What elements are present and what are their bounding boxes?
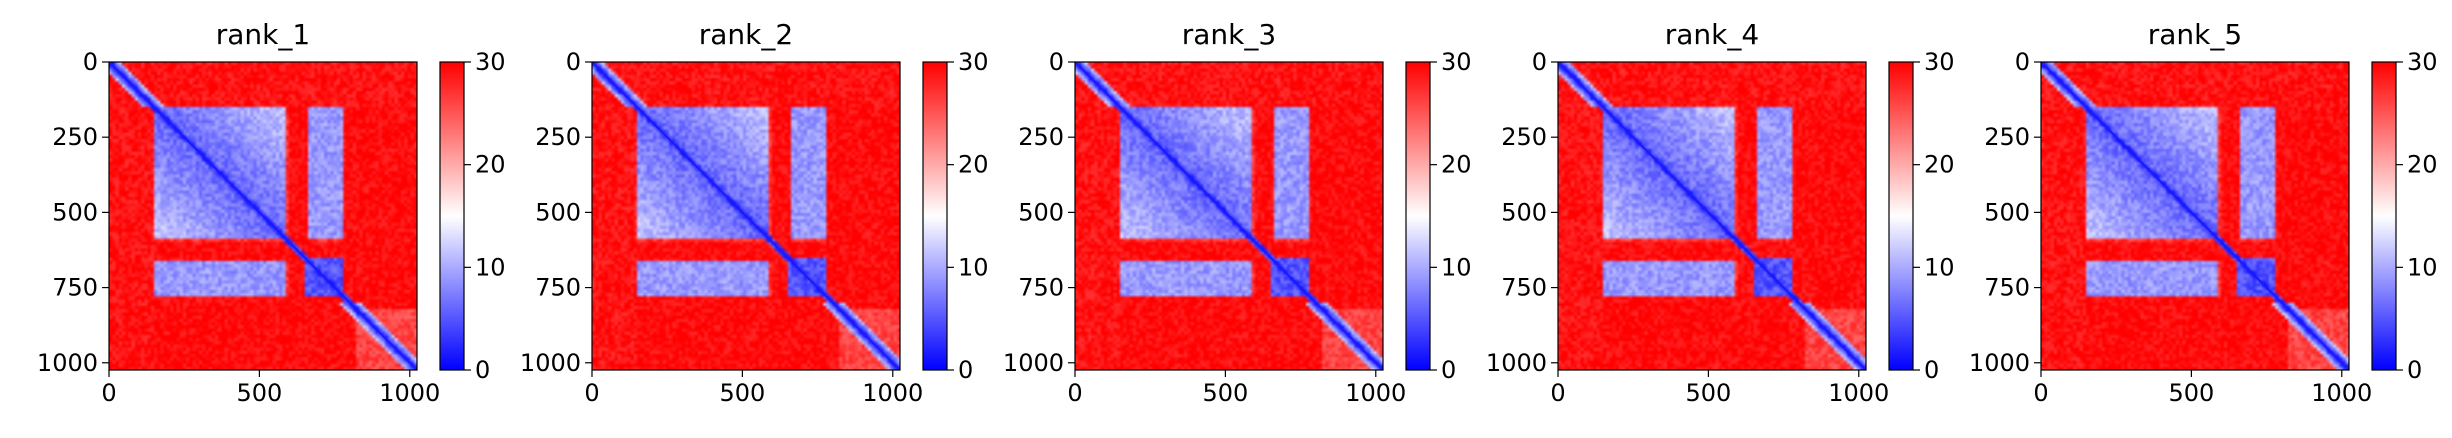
y-tick-label: 750 bbox=[1984, 274, 2030, 302]
y-tick-label: 0 bbox=[566, 48, 581, 76]
colorbar-tick-label: 10 bbox=[475, 253, 506, 281]
axes-frame bbox=[108, 61, 418, 371]
y-tick-label: 250 bbox=[52, 123, 98, 151]
x-tick-label: 500 bbox=[1685, 379, 1731, 407]
y-tick-label: 0 bbox=[1049, 48, 1064, 76]
x-tick-label: 0 bbox=[1067, 379, 1082, 407]
colorbar-tick-label: 20 bbox=[475, 151, 506, 179]
colorbar-tick-label: 30 bbox=[1924, 48, 1955, 76]
subplot-title: rank_2 bbox=[699, 18, 793, 51]
colorbar-tick-label: 0 bbox=[1924, 356, 1939, 384]
colorbar-tick-label: 30 bbox=[1441, 48, 1472, 76]
subplot-title: rank_5 bbox=[2148, 18, 2242, 51]
colorbar-tick-label: 10 bbox=[958, 253, 989, 281]
axes-frame bbox=[591, 61, 901, 371]
subplot-title: rank_4 bbox=[1665, 18, 1759, 51]
colorbar-tick-label: 20 bbox=[2407, 151, 2438, 179]
y-tick-label: 500 bbox=[1501, 198, 1547, 226]
subplot-title: rank_3 bbox=[1182, 18, 1276, 51]
y-tick-label: 1000 bbox=[1969, 349, 2030, 377]
axes-frame bbox=[1557, 61, 1867, 371]
colorbar-tick-label: 20 bbox=[1924, 151, 1955, 179]
colorbar-tick-label: 10 bbox=[1441, 253, 1472, 281]
x-tick-label: 500 bbox=[2168, 379, 2214, 407]
x-tick-label: 0 bbox=[584, 379, 599, 407]
y-tick-label: 250 bbox=[1984, 123, 2030, 151]
colorbar-tick-label: 10 bbox=[2407, 253, 2438, 281]
x-tick-label: 500 bbox=[236, 379, 282, 407]
subplot-title: rank_1 bbox=[216, 18, 310, 51]
x-tick-label: 1000 bbox=[2311, 379, 2372, 407]
colorbar bbox=[922, 61, 948, 371]
colorbar bbox=[439, 61, 465, 371]
x-tick-label: 500 bbox=[719, 379, 765, 407]
y-tick-label: 1000 bbox=[1486, 349, 1547, 377]
colorbar-tick-label: 30 bbox=[475, 48, 506, 76]
y-tick-label: 0 bbox=[83, 48, 98, 76]
y-tick-label: 500 bbox=[535, 198, 581, 226]
colorbar bbox=[2371, 61, 2397, 371]
y-tick-label: 500 bbox=[1984, 198, 2030, 226]
y-tick-label: 750 bbox=[1018, 274, 1064, 302]
y-tick-label: 1000 bbox=[520, 349, 581, 377]
colorbar-tick-label: 0 bbox=[475, 356, 490, 384]
x-tick-label: 1000 bbox=[862, 379, 923, 407]
x-tick-label: 1000 bbox=[379, 379, 440, 407]
colorbar bbox=[1405, 61, 1431, 371]
y-tick-label: 1000 bbox=[37, 349, 98, 377]
colorbar-tick-label: 0 bbox=[2407, 356, 2422, 384]
colorbar-tick-label: 20 bbox=[958, 151, 989, 179]
y-tick-label: 250 bbox=[535, 123, 581, 151]
diagonal-line bbox=[591, 61, 901, 371]
colorbar-tick-label: 30 bbox=[2407, 48, 2438, 76]
y-tick-label: 500 bbox=[52, 198, 98, 226]
y-tick-label: 750 bbox=[1501, 274, 1547, 302]
y-tick-label: 500 bbox=[1018, 198, 1064, 226]
colorbar-tick-label: 30 bbox=[958, 48, 989, 76]
axes-frame bbox=[2040, 61, 2350, 371]
diagonal-line bbox=[108, 61, 418, 371]
x-tick-label: 1000 bbox=[1828, 379, 1889, 407]
y-tick-label: 1000 bbox=[1003, 349, 1064, 377]
diagonal-line bbox=[2040, 61, 2350, 371]
x-tick-label: 1000 bbox=[1345, 379, 1406, 407]
diagonal-line bbox=[1074, 61, 1384, 371]
y-tick-label: 750 bbox=[52, 274, 98, 302]
colorbar-tick-label: 0 bbox=[958, 356, 973, 384]
colorbar bbox=[1888, 61, 1914, 371]
x-tick-label: 0 bbox=[2033, 379, 2048, 407]
y-tick-label: 750 bbox=[535, 274, 581, 302]
colorbar-tick-label: 0 bbox=[1441, 356, 1456, 384]
y-tick-label: 0 bbox=[2015, 48, 2030, 76]
axes-frame bbox=[1074, 61, 1384, 371]
y-tick-label: 250 bbox=[1018, 123, 1064, 151]
x-tick-label: 0 bbox=[101, 379, 116, 407]
colorbar-tick-label: 10 bbox=[1924, 253, 1955, 281]
diagonal-line bbox=[1557, 61, 1867, 371]
y-tick-label: 250 bbox=[1501, 123, 1547, 151]
y-tick-label: 0 bbox=[1532, 48, 1547, 76]
colorbar-tick-label: 20 bbox=[1441, 151, 1472, 179]
x-tick-label: 500 bbox=[1202, 379, 1248, 407]
x-tick-label: 0 bbox=[1550, 379, 1565, 407]
